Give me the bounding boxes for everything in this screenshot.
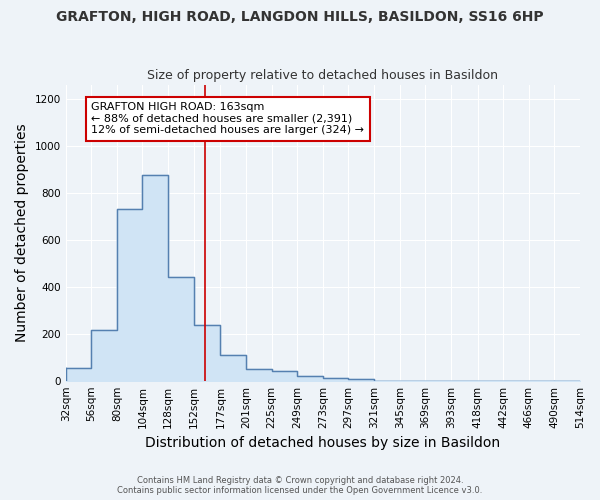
Y-axis label: Number of detached properties: Number of detached properties — [15, 124, 29, 342]
Text: GRAFTON, HIGH ROAD, LANGDON HILLS, BASILDON, SS16 6HP: GRAFTON, HIGH ROAD, LANGDON HILLS, BASIL… — [56, 10, 544, 24]
Text: Contains HM Land Registry data © Crown copyright and database right 2024.
Contai: Contains HM Land Registry data © Crown c… — [118, 476, 482, 495]
Text: GRAFTON HIGH ROAD: 163sqm
← 88% of detached houses are smaller (2,391)
12% of se: GRAFTON HIGH ROAD: 163sqm ← 88% of detac… — [91, 102, 364, 136]
X-axis label: Distribution of detached houses by size in Basildon: Distribution of detached houses by size … — [145, 436, 500, 450]
Title: Size of property relative to detached houses in Basildon: Size of property relative to detached ho… — [148, 69, 499, 82]
